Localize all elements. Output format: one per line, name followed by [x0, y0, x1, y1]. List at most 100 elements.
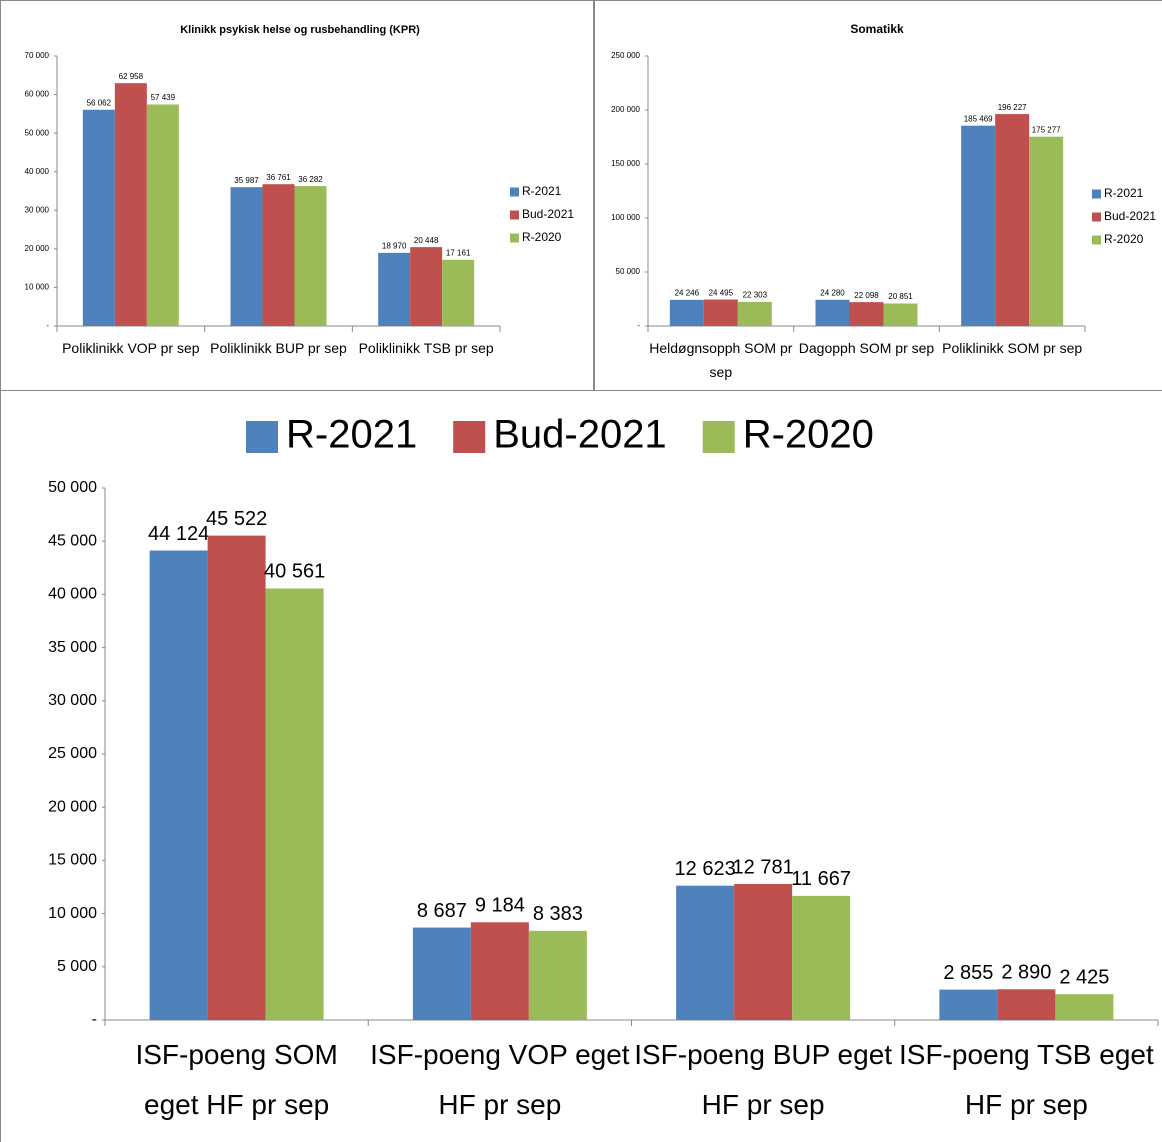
legend-swatch — [1092, 212, 1101, 222]
value-label: 20 448 — [414, 236, 439, 245]
bar — [815, 299, 850, 326]
bar — [470, 922, 529, 1020]
legend-label: R-2021 — [522, 184, 562, 198]
value-label: 17 161 — [446, 249, 471, 258]
value-label: 44 124 — [148, 523, 209, 545]
y-tick-label: 250 000 — [611, 51, 640, 60]
x-tick-label: Poliklinikk BUP pr sep — [210, 340, 347, 356]
y-tick-label: 40 000 — [25, 167, 50, 176]
bar — [265, 588, 324, 1020]
bar — [849, 302, 884, 326]
value-label: 11 667 — [791, 868, 851, 890]
y-tick-label: - — [92, 1011, 97, 1028]
bar — [410, 247, 443, 326]
y-tick-label: 70 000 — [25, 51, 50, 60]
value-label: 12 623 — [675, 858, 736, 880]
bar — [114, 83, 147, 326]
value-label: 35 987 — [234, 176, 259, 185]
y-tick-label: 150 000 — [611, 159, 640, 168]
bar — [734, 884, 793, 1020]
value-label: 36 761 — [266, 173, 291, 182]
x-tick-label: Poliklinikk SOM pr sep — [942, 340, 1083, 356]
bar — [669, 299, 704, 326]
value-label: 9 184 — [475, 895, 525, 917]
bar — [883, 303, 918, 326]
bar — [230, 187, 263, 326]
value-label: 22 098 — [854, 291, 879, 300]
value-label: 24 280 — [820, 288, 845, 297]
x-tick-label: Poliklinikk VOP pr sep — [62, 340, 200, 356]
legend-swatch — [510, 187, 519, 197]
y-tick-label: 10 000 — [48, 905, 97, 922]
bar — [149, 550, 208, 1020]
bar — [528, 930, 587, 1020]
y-tick-label: 20 000 — [48, 798, 97, 815]
value-label: 2 425 — [1059, 966, 1109, 988]
y-tick-label: 25 000 — [48, 745, 97, 762]
legend-label: Bud-2021 — [1104, 209, 1156, 223]
bar — [995, 114, 1030, 327]
value-label: 8 687 — [417, 900, 467, 922]
bar — [294, 186, 327, 326]
y-tick-label: 35 000 — [48, 639, 97, 656]
value-label: 175 277 — [1032, 125, 1061, 134]
legend-label: R-2020 — [743, 413, 874, 457]
x-tick-label: Heldøgnsopph SOM pr sep — [649, 340, 793, 380]
value-label: 62 958 — [119, 72, 144, 81]
bar — [146, 104, 179, 326]
value-label: 20 851 — [888, 292, 913, 301]
value-label: 24 246 — [675, 289, 700, 298]
value-label: 196 227 — [998, 103, 1027, 112]
bar — [82, 109, 115, 326]
bar — [961, 125, 996, 326]
legend-label: R-2020 — [522, 230, 562, 244]
value-label: 2 890 — [1001, 962, 1051, 984]
x-tick-label: Dagopph SOM pr sep — [798, 340, 935, 356]
bar — [442, 259, 475, 326]
bar — [262, 184, 295, 326]
bar — [737, 301, 772, 326]
y-tick-label: 50 000 — [616, 267, 641, 276]
value-label: 57 439 — [151, 93, 176, 102]
y-tick-label: 40 000 — [48, 586, 97, 603]
legend-swatch — [246, 421, 278, 453]
value-label: 12 781 — [733, 856, 794, 878]
legend-swatch — [453, 421, 486, 453]
legend-swatch — [1092, 235, 1101, 245]
value-label: 2 855 — [943, 962, 993, 984]
y-tick-label: 30 000 — [25, 205, 50, 214]
legend-swatch — [510, 233, 519, 243]
bar — [792, 895, 851, 1020]
legend-label: R-2020 — [1104, 232, 1144, 246]
value-label: 185 469 — [964, 114, 993, 123]
bar — [378, 252, 411, 326]
chart-title: Klinikk psykisk helse og rusbehandling (… — [180, 24, 420, 36]
panel-border — [594, 0, 1162, 391]
y-tick-label: 10 000 — [25, 283, 50, 292]
bar — [997, 989, 1056, 1020]
y-tick-label: 200 000 — [611, 105, 640, 114]
value-label: 24 495 — [709, 288, 734, 297]
bar — [939, 989, 998, 1020]
y-tick-label: 5 000 — [57, 958, 97, 975]
chart-title: Somatikk — [850, 22, 904, 36]
legend-label: R-2021 — [286, 413, 417, 457]
legend-label: Bud-2021 — [493, 413, 666, 457]
x-tick-label: ISF-poeng VOP eget HF pr sep — [370, 1039, 630, 1120]
x-tick-label: ISF-poeng TSB eget HF pr sep — [899, 1039, 1154, 1120]
value-label: 56 062 — [87, 98, 112, 107]
legend-label: R-2021 — [1104, 186, 1144, 200]
y-tick-label: 15 000 — [48, 852, 97, 869]
bar — [1029, 136, 1064, 326]
y-tick-label: - — [637, 321, 640, 330]
value-label: 22 303 — [743, 291, 768, 300]
value-label: 8 383 — [533, 903, 583, 925]
value-label: 45 522 — [206, 508, 267, 530]
y-tick-label: 50 000 — [48, 479, 97, 496]
bar — [207, 535, 266, 1020]
panel-border — [0, 390, 1162, 1142]
y-tick-label: 100 000 — [611, 213, 640, 222]
x-tick-label: ISF-poeng BUP eget HF pr sep — [634, 1039, 893, 1120]
